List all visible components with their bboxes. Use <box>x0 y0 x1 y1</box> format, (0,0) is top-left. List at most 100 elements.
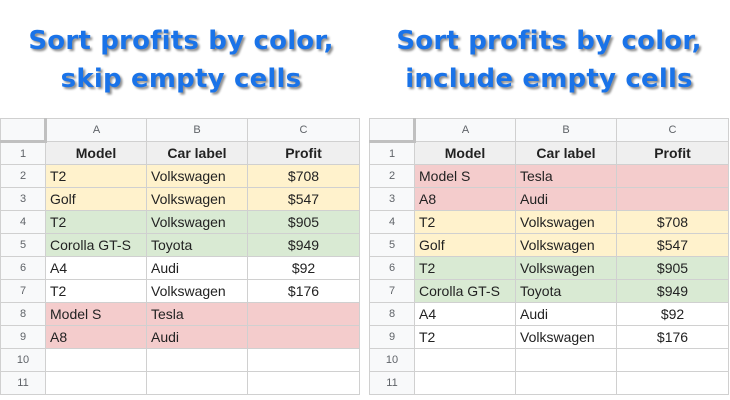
row-number[interactable]: 9 <box>0 325 46 349</box>
cell-car-label[interactable]: Audi <box>515 302 617 326</box>
cell-car-label[interactable]: Volkswagen <box>515 325 617 349</box>
cell-profit[interactable] <box>247 325 360 349</box>
cell-car-label[interactable]: Audi <box>515 187 617 211</box>
column-header-c[interactable]: C <box>616 118 729 142</box>
cell-model[interactable]: Corolla GT-S <box>414 279 516 303</box>
cell-model[interactable]: T2 <box>45 279 147 303</box>
cell-car-label[interactable]: Audi <box>146 325 248 349</box>
cell-car-label[interactable] <box>146 371 248 395</box>
table-row: 3 Golf Volkswagen $547 <box>0 187 360 211</box>
cell-profit[interactable] <box>247 302 360 326</box>
cell-model[interactable] <box>45 348 147 372</box>
cell-car-label[interactable]: Audi <box>146 256 248 280</box>
cell-model[interactable] <box>414 371 516 395</box>
cell-profit[interactable]: $949 <box>247 233 360 257</box>
cell-car-label[interactable]: Volkswagen <box>515 256 617 280</box>
cell-model[interactable]: T2 <box>414 210 516 234</box>
cell-profit[interactable]: $176 <box>247 279 360 303</box>
cell-model[interactable]: Corolla GT-S <box>45 233 147 257</box>
row-number[interactable]: 7 <box>369 279 415 303</box>
cell-car-label[interactable]: Tesla <box>515 164 617 188</box>
row-number[interactable]: 5 <box>0 233 46 257</box>
row-number[interactable]: 8 <box>369 302 415 326</box>
cell-profit[interactable]: $949 <box>616 279 729 303</box>
row-number[interactable]: 8 <box>0 302 46 326</box>
cell-profit[interactable] <box>616 187 729 211</box>
row-number[interactable]: 2 <box>0 164 46 188</box>
header-cell-model[interactable]: Model <box>45 141 147 165</box>
cell-model[interactable]: Golf <box>45 187 147 211</box>
row-number[interactable]: 4 <box>369 210 415 234</box>
row-number[interactable]: 7 <box>0 279 46 303</box>
row-number[interactable]: 1 <box>369 141 415 165</box>
row-number[interactable]: 5 <box>369 233 415 257</box>
cell-car-label[interactable] <box>515 371 617 395</box>
cell-model[interactable]: T2 <box>414 256 516 280</box>
header-cell-car-label[interactable]: Car label <box>146 141 248 165</box>
cell-profit[interactable]: $708 <box>247 164 360 188</box>
cell-profit[interactable]: $708 <box>616 210 729 234</box>
cell-model[interactable]: A4 <box>414 302 516 326</box>
header-cell-car-label[interactable]: Car label <box>515 141 617 165</box>
row-number[interactable]: 10 <box>369 348 415 372</box>
cell-car-label[interactable]: Tesla <box>146 302 248 326</box>
cell-profit[interactable] <box>247 371 360 395</box>
header-cell-profit[interactable]: Profit <box>247 141 360 165</box>
cell-car-label[interactable]: Volkswagen <box>146 164 248 188</box>
cell-profit[interactable]: $176 <box>616 325 729 349</box>
cell-profit[interactable]: $547 <box>616 233 729 257</box>
cell-profit[interactable]: $905 <box>247 210 360 234</box>
cell-model[interactable] <box>414 348 516 372</box>
cell-model[interactable]: A4 <box>45 256 147 280</box>
cell-profit[interactable] <box>616 371 729 395</box>
row-number[interactable]: 2 <box>369 164 415 188</box>
table-row: 6 A4 Audi $92 <box>0 256 360 280</box>
row-number[interactable]: 3 <box>0 187 46 211</box>
cell-profit[interactable] <box>616 348 729 372</box>
cell-model[interactable]: Model S <box>414 164 516 188</box>
row-number[interactable]: 9 <box>369 325 415 349</box>
select-all-corner[interactable] <box>369 118 416 143</box>
cell-car-label[interactable]: Volkswagen <box>146 279 248 303</box>
column-header-a[interactable]: A <box>45 118 147 142</box>
cell-model[interactable]: A8 <box>414 187 516 211</box>
cell-model[interactable]: T2 <box>45 210 147 234</box>
cell-car-label[interactable]: Volkswagen <box>515 233 617 257</box>
cell-model[interactable]: T2 <box>45 164 147 188</box>
table-row: 7 T2 Volkswagen $176 <box>0 279 360 303</box>
right-title-line-1: Sort profits by color, <box>396 26 702 56</box>
header-cell-model[interactable]: Model <box>414 141 516 165</box>
cell-car-label[interactable]: Volkswagen <box>146 187 248 211</box>
cell-car-label[interactable]: Volkswagen <box>146 210 248 234</box>
row-number[interactable]: 11 <box>369 371 415 395</box>
cell-car-label[interactable]: Toyota <box>146 233 248 257</box>
header-cell-profit[interactable]: Profit <box>616 141 729 165</box>
column-header-c[interactable]: C <box>247 118 360 142</box>
cell-profit[interactable]: $92 <box>616 302 729 326</box>
cell-profit[interactable]: $92 <box>247 256 360 280</box>
cell-model[interactable] <box>45 371 147 395</box>
cell-model[interactable]: Model S <box>45 302 147 326</box>
cell-car-label[interactable]: Volkswagen <box>515 210 617 234</box>
column-header-b[interactable]: B <box>146 118 248 142</box>
row-number[interactable]: 10 <box>0 348 46 372</box>
column-header-a[interactable]: A <box>414 118 516 142</box>
row-number[interactable]: 3 <box>369 187 415 211</box>
select-all-corner[interactable] <box>0 118 47 143</box>
row-number[interactable]: 6 <box>369 256 415 280</box>
row-number[interactable]: 6 <box>0 256 46 280</box>
cell-profit[interactable] <box>247 348 360 372</box>
cell-model[interactable]: T2 <box>414 325 516 349</box>
cell-car-label[interactable] <box>146 348 248 372</box>
cell-model[interactable]: A8 <box>45 325 147 349</box>
row-number[interactable]: 1 <box>0 141 46 165</box>
cell-profit[interactable]: $905 <box>616 256 729 280</box>
cell-profit[interactable] <box>616 164 729 188</box>
row-number[interactable]: 4 <box>0 210 46 234</box>
row-number[interactable]: 11 <box>0 371 46 395</box>
cell-car-label[interactable]: Toyota <box>515 279 617 303</box>
cell-car-label[interactable] <box>515 348 617 372</box>
cell-profit[interactable]: $547 <box>247 187 360 211</box>
column-header-b[interactable]: B <box>515 118 617 142</box>
cell-model[interactable]: Golf <box>414 233 516 257</box>
